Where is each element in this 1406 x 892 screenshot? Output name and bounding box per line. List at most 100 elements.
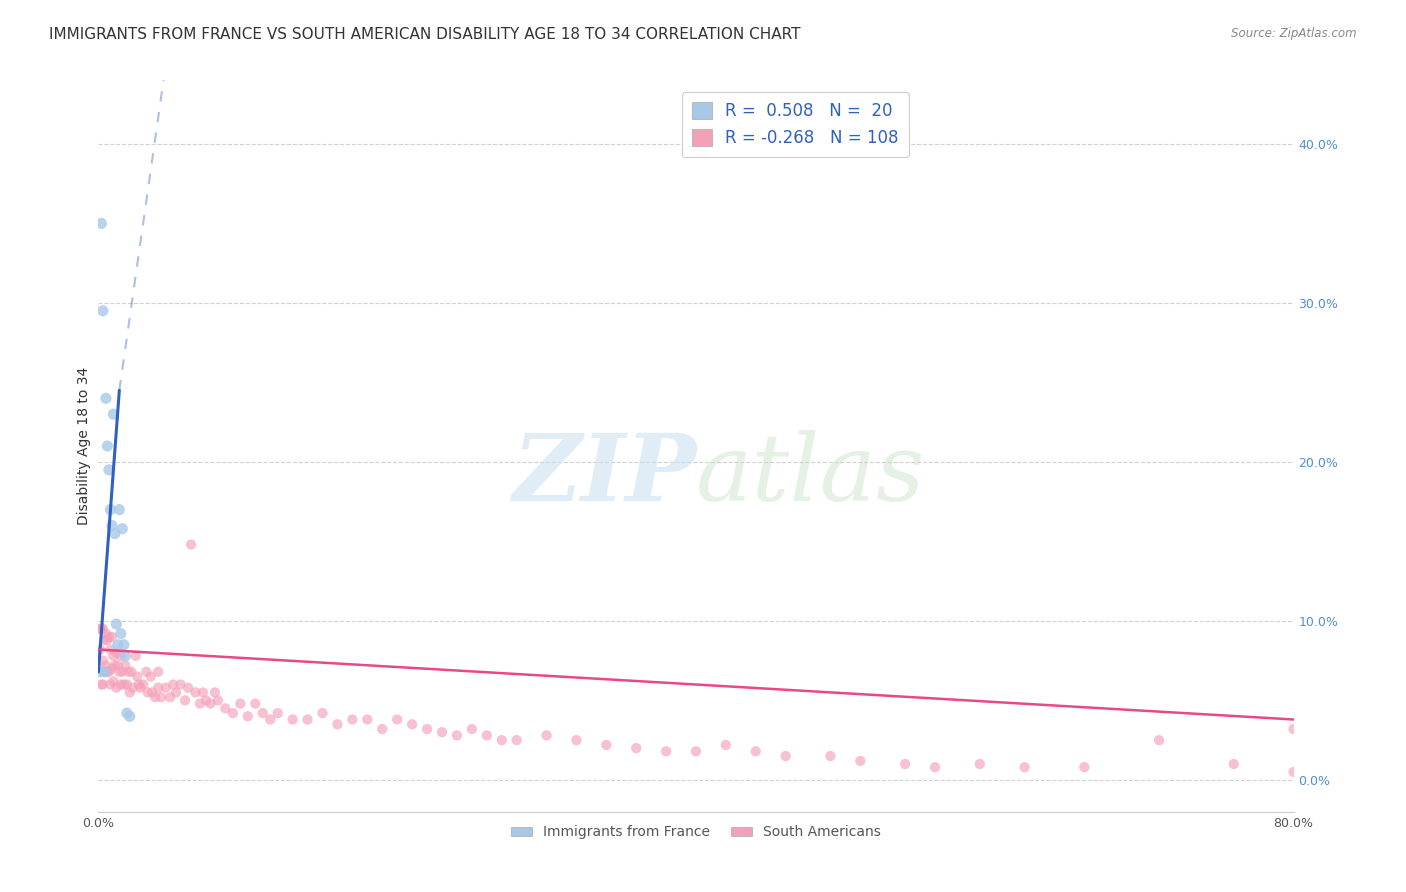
- Point: [252, 706, 274, 720]
- Text: Source: ZipAtlas.com: Source: ZipAtlas.com: [1232, 27, 1357, 40]
- Point: [91, 677, 114, 691]
- Point: [107, 638, 129, 652]
- Point: [98, 677, 122, 691]
- Point: [103, 648, 125, 663]
- Point: [491, 733, 513, 747]
- Point: [311, 706, 333, 720]
- Point: [118, 709, 141, 723]
- Point: [188, 697, 211, 711]
- Point: [125, 648, 148, 663]
- Point: [214, 701, 236, 715]
- Point: [91, 303, 114, 318]
- Point: [112, 638, 135, 652]
- Point: [371, 722, 394, 736]
- Point: [93, 632, 115, 647]
- Text: IMMIGRANTS FROM FRANCE VS SOUTH AMERICAN DISABILITY AGE 18 TO 34 CORRELATION CHA: IMMIGRANTS FROM FRANCE VS SOUTH AMERICAN…: [49, 27, 800, 42]
- Point: [1282, 722, 1305, 736]
- Point: [111, 665, 134, 679]
- Point: [430, 725, 453, 739]
- Point: [108, 665, 131, 679]
- Point: [775, 749, 797, 764]
- Point: [236, 709, 259, 723]
- Point: [127, 669, 149, 683]
- Point: [112, 677, 135, 691]
- Point: [135, 665, 157, 679]
- Point: [626, 741, 648, 756]
- Point: [96, 439, 118, 453]
- Point: [894, 757, 917, 772]
- Point: [184, 685, 207, 699]
- Point: [114, 648, 136, 663]
- Point: [461, 722, 484, 736]
- Point: [475, 728, 498, 742]
- Point: [101, 518, 124, 533]
- Point: [595, 738, 617, 752]
- Point: [148, 665, 170, 679]
- Point: [849, 754, 872, 768]
- Point: [159, 690, 181, 705]
- Point: [191, 685, 214, 699]
- Point: [128, 677, 150, 691]
- Point: [101, 630, 124, 644]
- Point: [165, 685, 187, 699]
- Legend: Immigrants from France, South Americans: Immigrants from France, South Americans: [506, 820, 886, 845]
- Point: [745, 744, 768, 758]
- Point: [90, 622, 112, 636]
- Point: [207, 693, 229, 707]
- Point: [1147, 733, 1170, 747]
- Point: [103, 407, 125, 421]
- Point: [89, 665, 111, 679]
- Point: [204, 685, 226, 699]
- Point: [94, 392, 117, 406]
- Point: [93, 665, 115, 679]
- Point: [969, 757, 991, 772]
- Point: [174, 693, 197, 707]
- Point: [200, 697, 222, 711]
- Point: [111, 522, 134, 536]
- Point: [114, 658, 136, 673]
- Point: [110, 626, 132, 640]
- Point: [141, 685, 163, 699]
- Point: [385, 713, 409, 727]
- Point: [685, 744, 707, 758]
- Point: [96, 632, 118, 647]
- Point: [820, 749, 842, 764]
- Point: [416, 722, 439, 736]
- Point: [89, 642, 111, 657]
- Point: [401, 717, 423, 731]
- Point: [565, 733, 588, 747]
- Point: [297, 713, 319, 727]
- Point: [115, 706, 138, 720]
- Point: [177, 681, 200, 695]
- Point: [105, 617, 128, 632]
- Point: [91, 622, 114, 636]
- Text: atlas: atlas: [696, 430, 925, 520]
- Point: [121, 681, 143, 695]
- Point: [195, 693, 218, 707]
- Point: [129, 681, 152, 695]
- Point: [714, 738, 737, 752]
- Point: [155, 681, 177, 695]
- Point: [120, 665, 142, 679]
- Point: [94, 658, 117, 673]
- Point: [98, 642, 122, 657]
- Point: [101, 662, 124, 676]
- Text: ZIP: ZIP: [512, 430, 696, 520]
- Point: [506, 733, 529, 747]
- Point: [108, 502, 131, 516]
- Point: [96, 665, 118, 679]
- Point: [115, 677, 138, 691]
- Point: [162, 677, 184, 691]
- Point: [98, 502, 122, 516]
- Point: [356, 713, 378, 727]
- Point: [536, 728, 558, 742]
- Point: [229, 697, 252, 711]
- Y-axis label: Disability Age 18 to 34: Disability Age 18 to 34: [77, 367, 91, 525]
- Point: [143, 690, 166, 705]
- Point: [90, 677, 112, 691]
- Point: [1014, 760, 1036, 774]
- Point: [90, 216, 112, 230]
- Point: [104, 658, 127, 673]
- Point: [446, 728, 468, 742]
- Point: [169, 677, 191, 691]
